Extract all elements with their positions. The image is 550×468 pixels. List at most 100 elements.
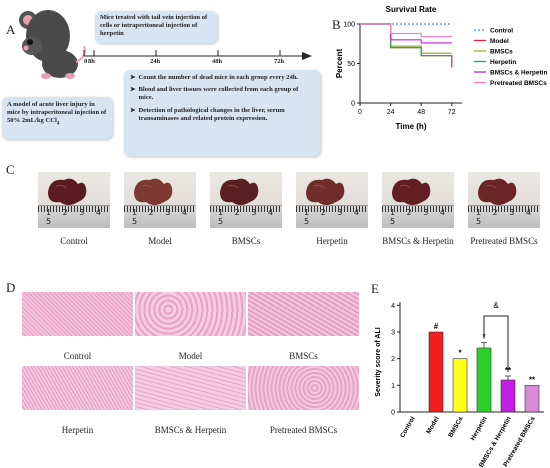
timeline-axis (83, 50, 312, 60)
bar (476, 347, 492, 413)
x-tick-label: 0 (358, 109, 362, 116)
timeline-tick-72h: 72h (274, 58, 285, 65)
he-stain-image (22, 366, 133, 410)
legend-label: BMSCs & Herpetin (490, 69, 547, 76)
x-tick-label: 24 (387, 109, 395, 116)
panel-a: Mice treated with tail vein injection of… (0, 0, 325, 160)
x-tick-label: 72 (448, 109, 456, 116)
x-tick-label: Model (425, 415, 441, 435)
he-label: Model (178, 351, 203, 361)
y-tick-label: 3 (391, 330, 395, 337)
timeline-tick-48h: 48h (212, 58, 223, 65)
legend-label: Herpetin (490, 59, 516, 66)
timeline-tick-0: 0 (84, 58, 88, 65)
bar (452, 358, 468, 413)
he-stain-image (135, 366, 246, 410)
he-label: Pretreated BMSCs (269, 425, 338, 435)
he-label: BMSCs & Herpetin (154, 425, 227, 435)
y-tick-label: 50 (347, 61, 355, 68)
panel-label-b: B (332, 17, 341, 32)
legend-label: BMSCs (490, 48, 513, 55)
ruler: 1 2 3 4 5 (296, 205, 368, 228)
y-tick-label: 100 (343, 22, 355, 29)
treatment-note-text: Mice treated with tail vein injection of… (100, 14, 208, 38)
liver-specimen (306, 178, 345, 205)
procedure-box: ➤ Count the number of dead mice in each g… (124, 70, 320, 156)
y-tick-label: 1 (391, 383, 395, 390)
model-note-box: A model of acute liver injury in mice by… (2, 97, 112, 139)
y-tick-label: 0 (351, 101, 355, 108)
legend-label: Pretreated BMSCs (490, 80, 547, 87)
chart-title: Survival Rate (386, 5, 437, 14)
bullet-item: ➤ Detection of pathological changes in th… (130, 107, 314, 123)
liver-photo: 1 2 3 4 5 (38, 172, 110, 228)
significance-bracket (483, 315, 509, 372)
liver-photo-card: 1 2 3 4 5 BMSCs (196, 172, 296, 246)
bracket-label: & (493, 301, 499, 310)
panel-d: Control Model BMSCs Herpetin BMSCs & Herpeti… (22, 292, 362, 468)
ruler: 1 2 3 4 5 (382, 205, 454, 228)
legend-label: Control (490, 27, 513, 34)
y-tick-label: 4 (391, 303, 395, 310)
y-axis-label: Percent (335, 48, 344, 78)
ruler-numbers: 1 2 3 4 5 (132, 208, 192, 226)
ruler: 1 2 3 4 5 (468, 205, 540, 228)
bullet-item: ➤ Blood and liver tissues were collected … (130, 86, 314, 102)
liver-photo: 1 2 3 4 5 (468, 172, 540, 228)
he-label: BMSCs (289, 351, 318, 361)
liver-label: BMSCs (231, 236, 261, 246)
he-stain-image (135, 292, 246, 336)
liver-photo: 1 2 3 4 5 (124, 172, 196, 228)
ruler-numbers: 1 2 3 4 5 (218, 208, 278, 226)
he-stain-image (248, 366, 359, 410)
he-stain-image (248, 292, 359, 336)
timeline-tick-24h: 24h (150, 58, 161, 65)
bar (524, 385, 540, 413)
significance-mark: * (458, 349, 462, 358)
ruler-numbers: 1 2 3 4 5 (304, 208, 364, 226)
ruler-numbers: 1 2 3 4 5 (390, 208, 450, 226)
liver-specimen (478, 178, 517, 205)
severity-chart: 0 1 2 3 4 Severity score of ALI Control # Model *… (375, 301, 544, 468)
he-stain-image (22, 292, 133, 336)
mouse-illustration (19, 10, 86, 79)
bar (500, 379, 516, 413)
liver-photo-card: 1 2 3 4 5 Pretreated BMSCs (454, 172, 550, 246)
liver-photo: 1 2 3 4 5 (382, 172, 454, 228)
bar (428, 331, 444, 413)
y-axis-label: Severity score of ALI (375, 327, 382, 396)
panel-label-c: C (6, 162, 15, 177)
ruler: 1 2 3 4 5 (124, 205, 196, 228)
liver-specimen (134, 178, 173, 205)
significance-mark: # (434, 322, 439, 331)
liver-label: BMSCs & Herpetin (382, 236, 454, 246)
liver-specimen (48, 178, 87, 205)
y-tick-label: 0 (391, 410, 395, 417)
panel-label-a: A (6, 22, 16, 37)
x-tick-label: BMSCs (447, 415, 465, 439)
liver-photo: 1 2 3 4 5 (296, 172, 368, 228)
liver-specimen (392, 178, 431, 205)
liver-photo-card: 1 2 3 4 5 Model (110, 172, 210, 246)
ruler: 1 2 3 4 5 (210, 205, 282, 228)
x-tick-label: Control (399, 415, 417, 439)
bullet-item: ➤ Count the number of dead mice in each g… (130, 74, 299, 81)
liver-specimen (220, 178, 259, 205)
panel-label-d: D (6, 280, 16, 295)
treatment-note-box: Mice treated with tail vein injection of… (95, 11, 217, 43)
ruler-numbers: 1 2 3 4 5 (476, 208, 536, 226)
model-note-text: A model of acute liver injury in mice by… (7, 101, 107, 125)
liver-label: Pretreated BMSCs (470, 236, 538, 246)
bullet-text: Blood and liver tissues were collected f… (138, 86, 299, 102)
x-tick-label: Herpetin (469, 415, 488, 441)
liver-photo-card: 1 2 3 4 5 BMSCs & Herpetin (368, 172, 468, 246)
liver-photo-card: 1 2 3 4 5 Control (24, 172, 124, 246)
significance-mark: ** (529, 375, 536, 384)
bullet-text: Count the number of dead mice in each gr… (138, 74, 299, 81)
panel-c: 1 2 3 4 5 Control 1 2 3 4 5 Model 1 2 3 4 … (24, 172, 544, 282)
model-note-subscript: 4 (56, 121, 60, 127)
liver-label: Control (60, 236, 88, 246)
y-tick-label: 2 (391, 356, 395, 363)
legend-label: Model (490, 38, 509, 45)
series-line (360, 23, 452, 38)
